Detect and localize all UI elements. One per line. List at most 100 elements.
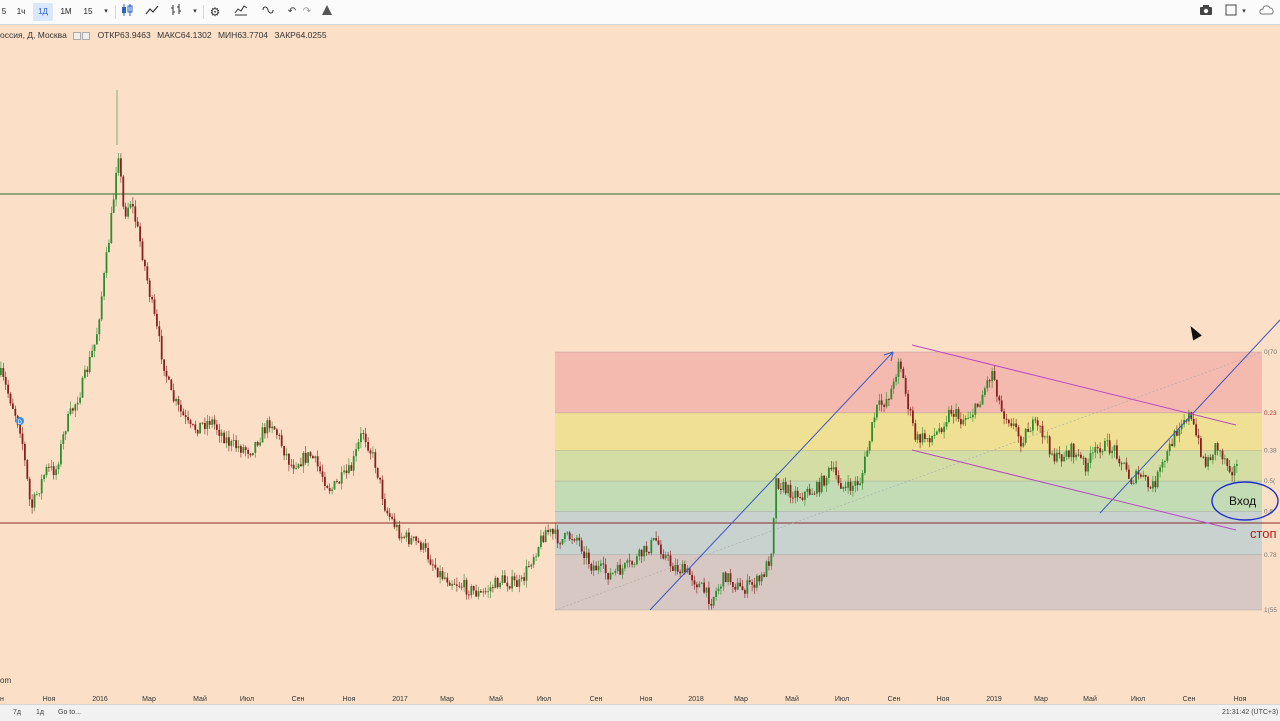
event-marker[interactable]: D	[16, 417, 24, 426]
entry-annotation-label: Вход	[1229, 494, 1256, 508]
candle-body	[292, 464, 295, 469]
symbol-legend: оссия, Д, Москва ОТКР63.9463 МАКС64.1302…	[0, 30, 331, 40]
candle-body	[408, 532, 410, 545]
cloud-icon[interactable]	[1256, 3, 1278, 21]
candle-body	[1207, 457, 1209, 467]
candle-body	[676, 565, 679, 572]
candle-body	[108, 242, 110, 253]
candle-body	[223, 432, 225, 444]
channel-upper-line[interactable]	[911, 344, 1237, 426]
x-axis-tick-label: Мар	[1034, 696, 1048, 703]
candle-body	[340, 472, 343, 484]
candle-body	[1106, 440, 1109, 442]
candle-body	[607, 573, 609, 580]
candle-body	[1171, 443, 1173, 447]
candle-body	[1166, 451, 1169, 461]
camera-icon[interactable]	[1197, 3, 1215, 21]
candle-body	[967, 417, 969, 419]
candle-body	[796, 490, 799, 498]
candle-body	[912, 410, 914, 424]
candle-body	[360, 433, 362, 443]
x-axis[interactable]: Ноя 2016 Мар Май Июл Сен Ноя 2017 Мар Май Июл Сен Но…	[43, 695, 1247, 703]
x-axis-tick-label: Июл	[835, 696, 849, 703]
candle-body	[573, 539, 576, 541]
chart-type-dropdown-icon[interactable]: ▾	[193, 8, 197, 15]
interval-1m-button[interactable]: 1М	[60, 7, 72, 16]
candle-body	[568, 532, 571, 540]
interval-15-button[interactable]: 15	[83, 7, 93, 16]
bars-icon[interactable]	[167, 3, 185, 21]
candle-body	[136, 221, 139, 227]
candle-body	[146, 266, 149, 281]
x-axis-tick-label: Июл	[240, 696, 254, 703]
candle-body	[196, 429, 199, 434]
candle-body	[151, 297, 153, 300]
candle-body	[98, 319, 101, 335]
x-axis-tick-label: Мар	[440, 696, 454, 703]
candle-body	[314, 456, 317, 459]
interval-1h-button[interactable]: 1ч	[16, 7, 26, 16]
x-axis-tick-label: Сен	[590, 696, 603, 703]
candle-body	[832, 467, 835, 470]
candle-body	[1096, 446, 1099, 449]
undo-icon[interactable]: ↶	[287, 6, 297, 17]
candle-body	[984, 388, 986, 395]
indicators-icon[interactable]	[232, 3, 250, 21]
candle-body	[1125, 462, 1128, 470]
candle-body	[266, 420, 269, 434]
interval-5-button[interactable]: 5	[1, 7, 7, 16]
candle-body	[624, 562, 626, 569]
candle-body	[297, 464, 300, 469]
candle-body	[724, 572, 727, 583]
candle-body	[818, 481, 821, 493]
line-chart-icon[interactable]	[143, 3, 161, 21]
candle-body	[950, 409, 953, 414]
candle-body	[835, 467, 837, 476]
candle-body	[60, 444, 62, 465]
redo-icon[interactable]: ↷	[302, 6, 312, 17]
candle-body	[1020, 436, 1022, 447]
candle-body	[909, 409, 912, 411]
candle-body	[189, 420, 192, 425]
candle-body	[537, 547, 540, 557]
alert-icon[interactable]	[318, 3, 336, 21]
candle-body	[163, 359, 165, 371]
candle-body	[700, 582, 703, 584]
layout-icon[interactable]	[1222, 3, 1240, 21]
candle-body	[645, 546, 648, 552]
candle-body	[1058, 452, 1061, 455]
candles-icon[interactable]	[118, 3, 136, 21]
range-1d-button[interactable]: 1д	[36, 709, 44, 716]
range-7d-button[interactable]: 7д	[13, 709, 21, 716]
candle-body	[261, 427, 264, 443]
candle-body	[160, 336, 163, 360]
layout-dropdown-icon[interactable]: ▾	[1242, 8, 1246, 15]
interval-1d-button[interactable]: 1Д	[33, 3, 53, 21]
price-chart[interactable]: 0(700.230.380.5(0.60.781(55 Вход стоп D …	[0, 24, 1280, 704]
candle-body	[1236, 464, 1238, 466]
goto-button[interactable]: Go to...	[58, 709, 81, 716]
candle-body	[1152, 481, 1154, 489]
trend-line-2018[interactable]	[649, 351, 894, 611]
interval-dropdown-icon[interactable]: ▾	[104, 8, 108, 15]
candle-body	[307, 452, 309, 463]
candle-body	[374, 452, 377, 468]
entry-annotation-ellipse[interactable]	[1211, 481, 1279, 521]
candle-body	[72, 408, 74, 411]
candle-body	[936, 431, 938, 435]
legend-toggle-icons[interactable]	[73, 30, 91, 40]
candle-body	[664, 554, 667, 559]
candle-body	[878, 400, 881, 405]
candle-body	[794, 490, 797, 499]
candle-body	[213, 419, 216, 425]
compare-icon[interactable]	[259, 3, 277, 21]
candle-body	[48, 466, 50, 468]
channel-lower-line[interactable]	[911, 449, 1237, 531]
settings-gear-icon[interactable]: ⚙	[209, 5, 221, 19]
candle-body	[153, 299, 156, 314]
candle-body	[674, 565, 677, 571]
candle-body	[12, 403, 14, 409]
candle-body	[103, 273, 105, 297]
trend-line-2019[interactable]	[1099, 319, 1280, 514]
candle-body	[660, 544, 662, 555]
